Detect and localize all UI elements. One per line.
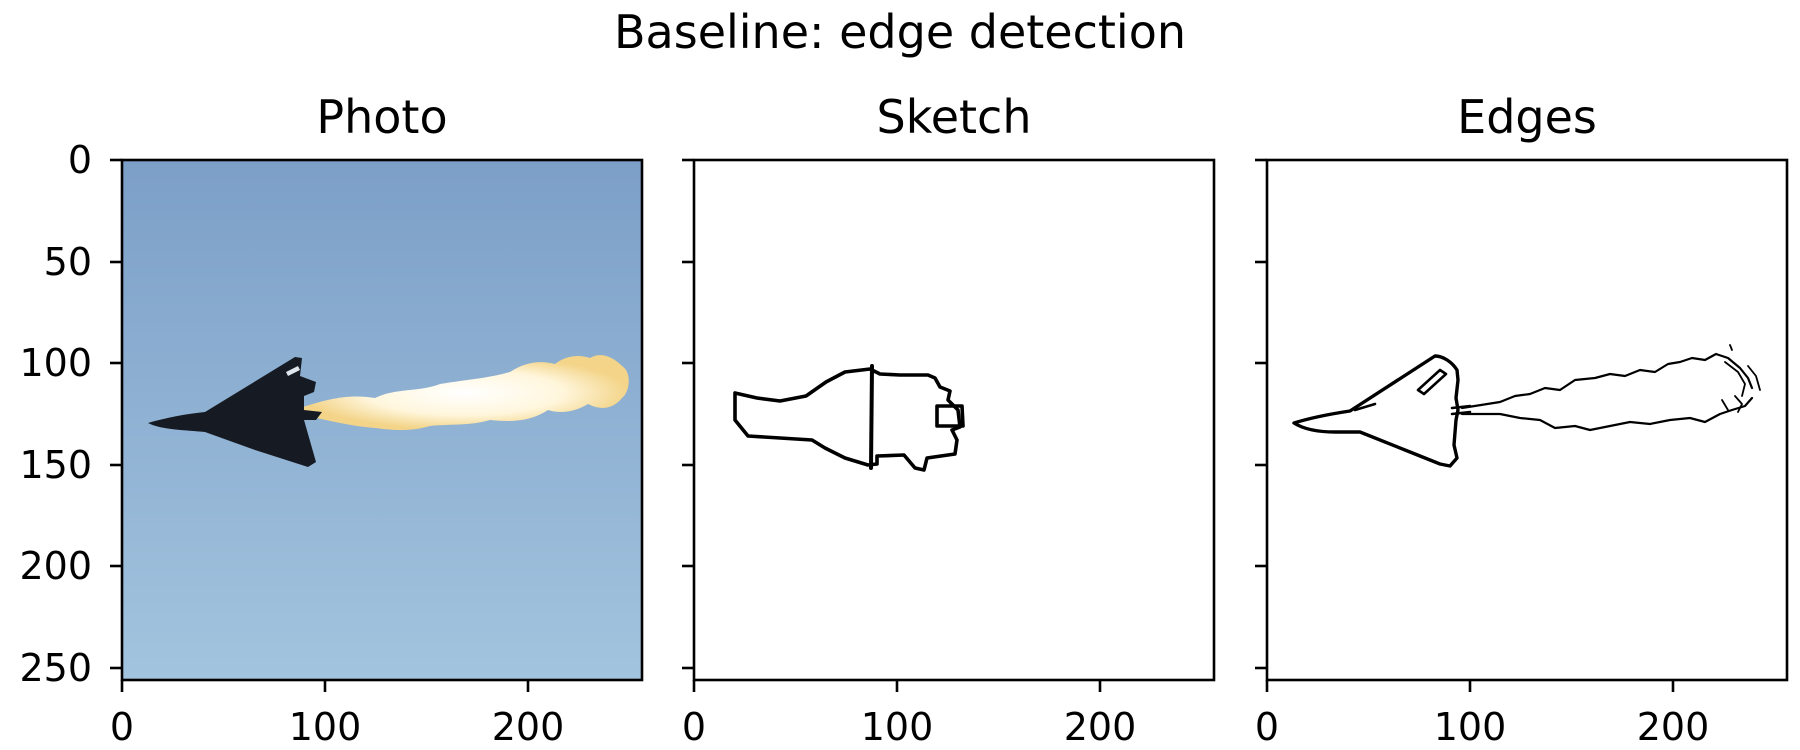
x-axis-sketch: 0 100 200	[682, 680, 1136, 749]
flame-plume	[300, 355, 629, 430]
x-tick-label-200: 200	[1637, 705, 1710, 749]
panel-sketch: Sketch 0 100 200	[682, 90, 1216, 749]
x-tick-label-100: 100	[861, 705, 934, 749]
sketch-image	[694, 160, 1214, 680]
figure-suptitle: Baseline: edge detection	[614, 5, 1186, 59]
panel-title-photo: Photo	[316, 90, 447, 144]
sketch-background	[694, 160, 1214, 680]
y-tick-label-0: 0	[68, 138, 92, 182]
photo-image	[122, 160, 642, 680]
y-tick-label-200: 200	[19, 544, 92, 588]
y-axis-sketch	[682, 158, 694, 670]
x-tick-label-200: 200	[492, 705, 565, 749]
y-tick-label-100: 100	[19, 341, 92, 385]
x-axis-edges: 0 100 200	[1255, 680, 1709, 749]
y-tick-label-150: 150	[19, 443, 92, 487]
y-tick-label-250: 250	[19, 646, 92, 690]
aircraft-canopy	[286, 366, 300, 376]
edges-plume-lower	[1460, 396, 1754, 432]
axes-frame-sketch	[692, 158, 1216, 682]
sketch-center-line	[869, 364, 874, 470]
x-tick-label-0: 0	[110, 705, 134, 749]
x-axis-photo: 0 100 200	[110, 680, 564, 749]
edges-plume-fragments	[1721, 344, 1761, 413]
axes-frame-photo	[120, 158, 644, 682]
x-tick-label-200: 200	[1064, 705, 1137, 749]
y-axis-photo: 0 50 100 150 200 250	[19, 138, 122, 690]
x-tick-label-100: 100	[1434, 705, 1507, 749]
sketch-detail	[935, 404, 965, 428]
sketch-outline	[733, 367, 962, 472]
panel-title-sketch: Sketch	[877, 90, 1032, 144]
panel-title-edges: Edges	[1457, 90, 1597, 144]
aircraft-silhouette	[148, 357, 322, 467]
panel-edges: Edges 0 100 200	[1255, 90, 1789, 749]
y-tick-label-50: 50	[44, 240, 92, 284]
edges-plume-upper	[1460, 352, 1754, 410]
axes-frame-edges	[1265, 158, 1789, 682]
x-tick-label-0: 0	[682, 705, 706, 749]
y-axis-edges	[1255, 158, 1267, 670]
x-tick-label-100: 100	[289, 705, 362, 749]
edges-aircraft-outline	[1292, 354, 1460, 468]
panel-photo: Photo 0 50 100 150 200 250 0 10	[19, 90, 644, 749]
x-tick-label-0: 0	[1255, 705, 1279, 749]
edges-aircraft-detail	[1353, 368, 1472, 416]
edges-image	[1267, 160, 1787, 680]
